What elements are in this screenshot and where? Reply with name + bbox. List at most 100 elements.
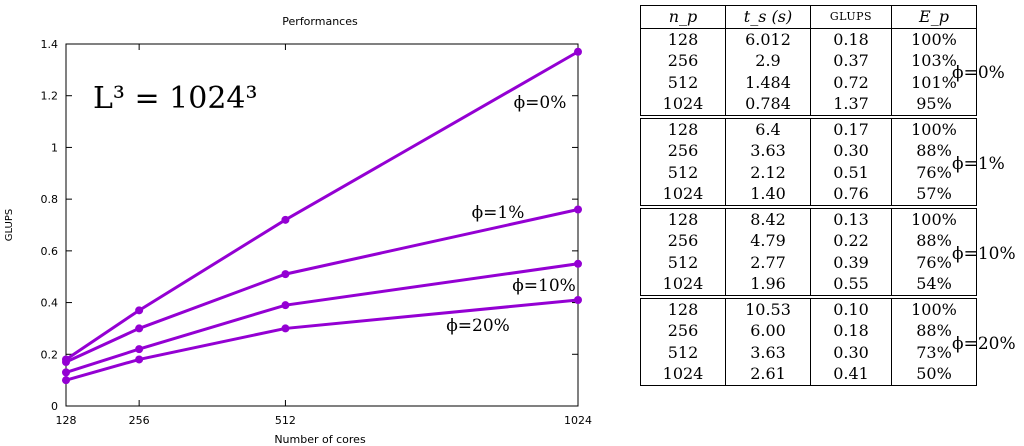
series-layer: ϕ=0% ϕ=1% ϕ=10%ϕ=20% — [62, 47, 582, 385]
table-cell: 0.22 — [810, 230, 892, 252]
y-tick-label: 1 — [51, 141, 58, 154]
table-row: 128 8.42 0.13 100% — [640, 208, 977, 230]
table-cell: 100% — [891, 118, 977, 140]
table-cell: 73% — [891, 341, 977, 363]
series-line — [65, 50, 579, 361]
table-group: 128 8.42 0.13 100% 256 4.79 0.22 88% 512 2.77 0.39… — [640, 207, 1016, 296]
table-cell: 1.37 — [810, 93, 892, 115]
table-cell: 2.61 — [725, 363, 811, 385]
data-point — [574, 259, 582, 268]
table-cell: 0.30 — [810, 140, 892, 162]
table-cell: 256 — [640, 230, 726, 252]
table-cell: 100% — [891, 28, 977, 50]
data-point — [135, 345, 144, 354]
table-cell: 512 — [640, 71, 726, 93]
column-header: n_p — [640, 5, 726, 29]
table-cell: 1024 — [640, 363, 726, 385]
table-cell: 3.63 — [725, 341, 811, 363]
x-tick-label: 256 — [129, 414, 150, 427]
table-row: 128 10.53 0.10 100% — [640, 298, 977, 320]
table-cell: 3.63 — [725, 140, 811, 162]
table-cell: 0.13 — [810, 208, 892, 230]
table-cell: 50% — [891, 363, 977, 385]
table-cell: 2.12 — [725, 161, 811, 183]
table-cell: 0.55 — [810, 273, 892, 295]
table-cell: 88% — [891, 320, 977, 342]
table-cell: 1.96 — [725, 273, 811, 295]
group-label: ϕ=1% — [952, 153, 1005, 174]
data-point — [281, 301, 290, 310]
table-row: 128 6.012 0.18 100% — [640, 28, 977, 50]
table-cell: 4.79 — [725, 230, 811, 252]
y-tick-label: 0.2 — [41, 348, 59, 361]
table-group: 128 6.4 0.17 100% 256 3.63 0.30 88% 512 2.12 0.51 7… — [640, 117, 1005, 206]
group-label: ϕ=0% — [952, 63, 1005, 83]
table-row: 512 1.484 0.72 101% — [640, 71, 977, 93]
table-cell: 1.484 — [725, 71, 811, 93]
table-cell: 6.00 — [725, 320, 811, 342]
data-point — [281, 324, 290, 333]
table-cell: 6.012 — [725, 28, 811, 50]
table-cell: 0.17 — [810, 118, 892, 140]
y-tick-label: 1.4 — [41, 38, 59, 51]
series-label: ϕ=0% — [514, 93, 567, 113]
data-point — [281, 270, 290, 279]
x-tick-label: 128 — [56, 414, 77, 427]
table-cell: 256 — [640, 140, 726, 162]
table-cell: 256 — [640, 320, 726, 342]
column-header: GLUPS — [810, 5, 892, 29]
chart-title: Performances — [282, 15, 358, 28]
table-cell: 88% — [891, 230, 977, 252]
table-row: 1024 1.96 0.55 54% — [640, 273, 977, 295]
table-row: 256 2.9 0.37 103% — [640, 50, 977, 72]
table-cell: 512 — [640, 341, 726, 363]
table-cell: 512 — [640, 161, 726, 183]
table-row: 512 2.12 0.51 76% — [640, 161, 977, 183]
data-point — [62, 358, 70, 367]
series-label: ϕ=10% — [512, 276, 576, 296]
table-cell: 256 — [640, 50, 726, 72]
table-cell: 76% — [891, 251, 977, 273]
table-cell: 0.784 — [725, 93, 811, 115]
y-tick-label: 0 — [51, 400, 58, 413]
table-cell: 128 — [640, 208, 726, 230]
performance-tables: n_p t_s (s) GLUPS E_p 128 6.012 0.18 100% 256 2.9… — [640, 5, 1016, 388]
table-cell: 1024 — [640, 93, 726, 115]
column-header: E_p — [891, 5, 977, 29]
table-cell: 0.30 — [810, 341, 892, 363]
table-cell: 6.4 — [725, 118, 811, 140]
table-cell: 0.41 — [810, 363, 892, 385]
group-table: 128 8.42 0.13 100% 256 4.79 0.22 88% 512 2.77 0.39… — [640, 207, 977, 296]
table-cell: 0.72 — [810, 71, 892, 93]
table-cell: 2.9 — [725, 50, 811, 72]
table-cell: 101% — [891, 71, 977, 93]
group-label: ϕ=10% — [952, 243, 1016, 264]
table-cell: 100% — [891, 208, 977, 230]
group-table: n_p t_s (s) GLUPS E_p 128 6.012 0.18 100% 256 2.9… — [640, 5, 977, 116]
table-cell: 512 — [640, 251, 726, 273]
data-point — [281, 215, 290, 224]
table-cell: 0.76 — [810, 183, 892, 205]
table-cell: 1024 — [640, 183, 726, 205]
table-group: 128 10.53 0.10 100% 256 6.00 0.18 88% 512 3.63 0.3… — [640, 297, 1016, 386]
x-axis-label: Number of cores — [274, 433, 366, 446]
performance-chart: Performances 0 0.2 0.4 0.6 0.8 1 1.2 1.4 128 256… — [4, 15, 592, 446]
table-row: 1024 1.40 0.76 57% — [640, 183, 977, 205]
table-row: 1024 0.784 1.37 95% — [640, 93, 977, 115]
table-cell: 0.51 — [810, 161, 892, 183]
x-tick-label: 512 — [275, 414, 296, 427]
series-line — [65, 262, 579, 374]
table-cell: 128 — [640, 28, 726, 50]
table-cell: 100% — [891, 298, 977, 320]
table-cell: 1024 — [640, 273, 726, 295]
data-point — [574, 295, 582, 304]
table-group: n_p t_s (s) GLUPS E_p 128 6.012 0.18 100% 256 2.9… — [640, 5, 1005, 116]
table-header-row: n_p t_s (s) GLUPS E_p — [640, 5, 977, 29]
y-axis-ticks: 0 0.2 0.4 0.6 0.8 1 1.2 1.4 — [41, 38, 578, 413]
data-point — [574, 205, 582, 214]
series-label: ϕ=20% — [446, 316, 510, 336]
y-tick-label: 0.8 — [41, 193, 59, 206]
y-tick-label: 1.2 — [41, 90, 59, 103]
y-tick-label: 0.4 — [41, 297, 59, 310]
y-tick-label: 0.6 — [41, 245, 59, 258]
